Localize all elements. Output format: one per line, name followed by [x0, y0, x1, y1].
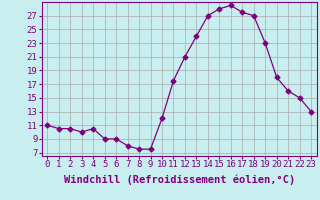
X-axis label: Windchill (Refroidissement éolien,°C): Windchill (Refroidissement éolien,°C): [64, 175, 295, 185]
